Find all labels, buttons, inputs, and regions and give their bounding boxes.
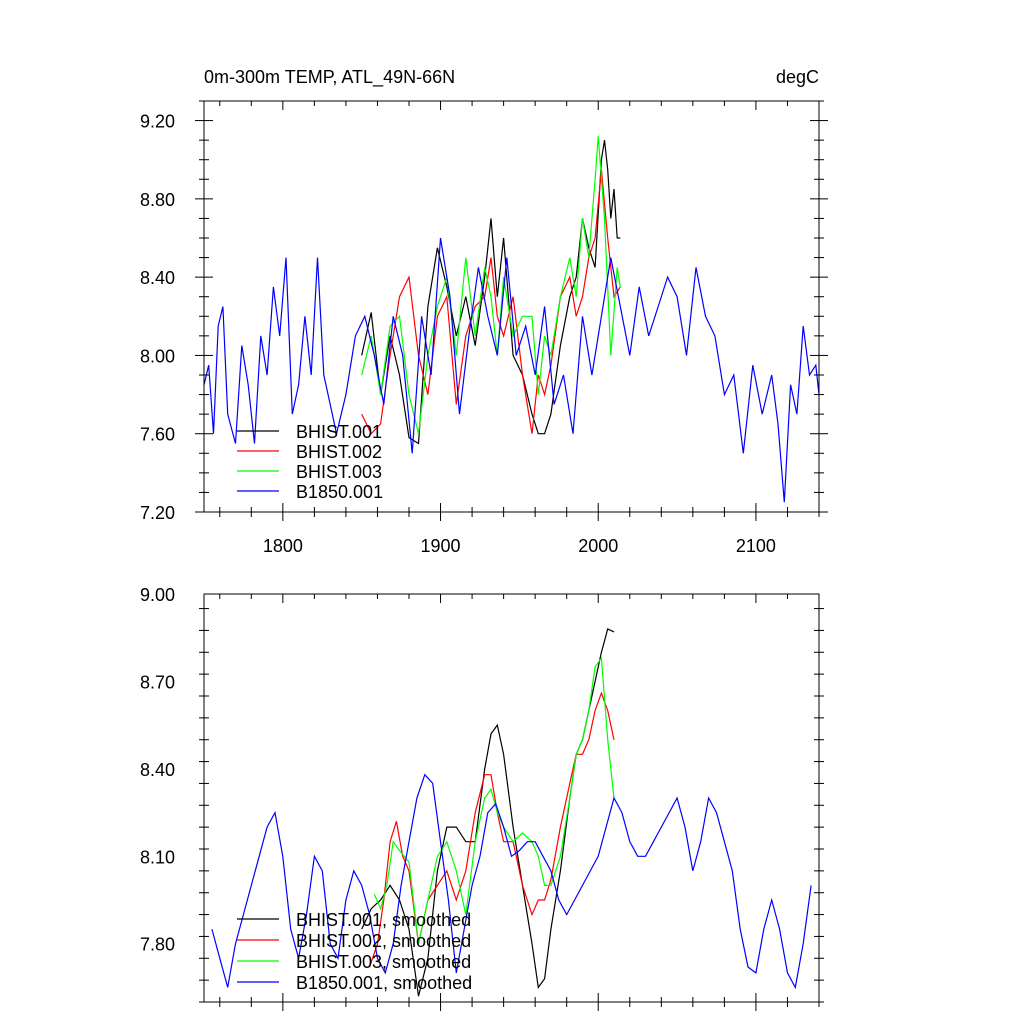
legend-label: BHIST.003, smoothed [296,952,471,972]
y-tick-label: 9.20 [140,112,175,132]
x-tick-label: 1900 [421,536,461,556]
x-tick-label: 2100 [736,536,776,556]
plot-frame [203,593,820,1003]
y-tick-label: 9.00 [140,585,175,605]
series-line-3 [211,773,812,990]
top-panel: 1800 1900 2000 2100 7.20 7.60 8.00 8.40 8.80 9.20… [140,100,828,556]
legend-label: BHIST.001, smoothed [296,910,471,930]
series-line-0 [361,140,621,445]
y-tick-label: 8.70 [140,672,175,692]
chart-title: 0m-300m TEMP, ATL_49N-66N [204,67,455,88]
legend-label: B1850.001, smoothed [296,973,472,993]
series-line-2 [373,656,615,944]
series-line-1 [361,169,621,435]
y-tick-label: 7.80 [140,935,175,955]
y-tick-label: 7.20 [140,503,175,523]
x-tick-label: 2000 [578,536,618,556]
x-tick-label: 1800 [263,536,303,556]
series-line-3 [204,237,819,503]
y-tick-label: 7.60 [140,425,175,445]
series-line-2 [361,136,621,434]
legend-label: B1850.001 [296,482,383,502]
legend-label: BHIST.003 [296,462,382,482]
y-tick-label: 8.10 [140,847,175,867]
legend-label: BHIST.001 [296,422,382,442]
y-tick-label: 8.80 [140,190,175,210]
y-tick-label: 8.40 [140,268,175,288]
y-tick-label: 8.00 [140,346,175,366]
chart-units: degC [776,67,819,87]
legend-label: BHIST.002, smoothed [296,931,471,951]
y-tick-label: 8.40 [140,760,175,780]
plot-frame [203,100,820,513]
legend-label: BHIST.002 [296,442,382,462]
